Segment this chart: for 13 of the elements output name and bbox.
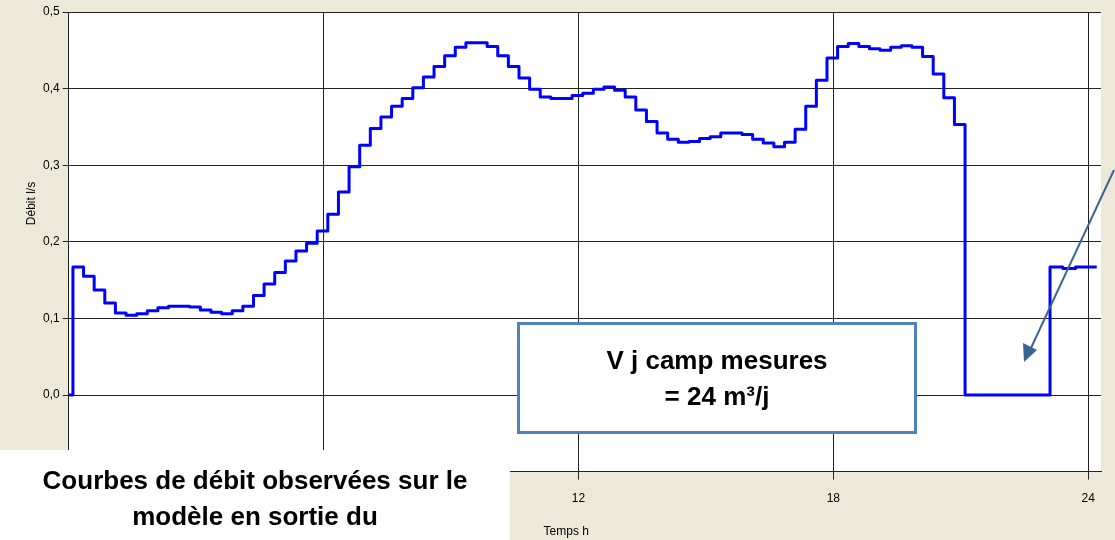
- y-tick-label: 0,0: [42, 387, 60, 402]
- x-tick-label: 24: [1081, 491, 1096, 506]
- caption-panel: Courbes de débit observées sur le modèle en sortie du: [0, 450, 510, 540]
- y-tick-label: 0,2: [42, 234, 60, 249]
- y-tick-label: 0,4: [42, 80, 60, 95]
- y-tick-label: 0,1: [42, 310, 60, 325]
- y-axis-title: Débit l/s: [24, 181, 39, 226]
- x-axis-title: Temps h: [543, 524, 589, 539]
- x-tick-label: 18: [826, 491, 841, 506]
- callout-box: V j camp mesures = 24 m³/j: [517, 322, 917, 434]
- x-tick-label: 12: [571, 491, 586, 506]
- y-tick-label: 0,5: [42, 4, 60, 19]
- y-tick-label: 0,3: [42, 157, 60, 172]
